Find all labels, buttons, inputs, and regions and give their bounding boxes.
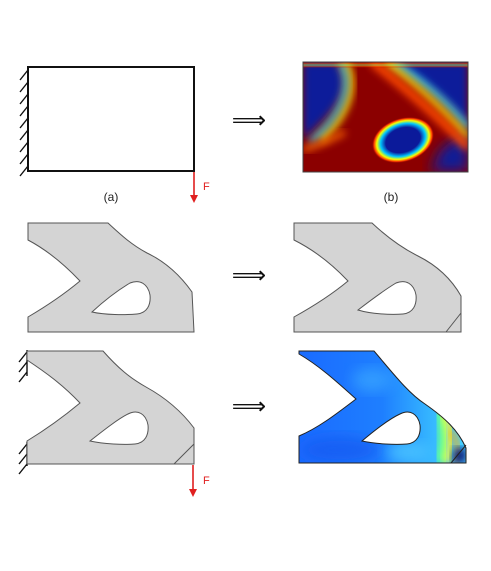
fixed-support-hatch-icon [18, 350, 28, 475]
extracted-hole [90, 281, 151, 316]
implies-arrow-icon: ⟹ [232, 106, 266, 134]
stress-hole [360, 411, 421, 445]
loaded-hole [88, 411, 149, 445]
force-arrow-icon [189, 465, 197, 497]
fixed-support-hatch-icon [19, 67, 29, 177]
panel-b-density-map: (b) [302, 61, 469, 204]
caption-b: (b) [384, 190, 399, 204]
panel-smoothed-shape [293, 222, 462, 333]
corner-cut-line [445, 312, 462, 333]
implies-arrow-icon: ⟹ [232, 261, 266, 289]
loaded-part [26, 350, 195, 465]
stress-part-outline [298, 350, 467, 464]
implies-arrow-icon: ⟹ [232, 392, 266, 420]
force-arrow-icon [190, 172, 198, 203]
force-label: F [203, 475, 210, 487]
panel-stress-map [298, 350, 467, 464]
corner-cut-line [173, 443, 195, 465]
caption-a: (a) [104, 190, 119, 204]
extracted-part [27, 222, 195, 333]
panel-boundary-conditions: F [18, 350, 210, 497]
force-label: F [203, 181, 210, 193]
smoothed-part [293, 222, 462, 333]
panel-extracted-shape [27, 222, 195, 333]
design-domain-rectangle [27, 66, 195, 172]
smoothed-hole [356, 281, 417, 315]
corner-cut-line [450, 444, 467, 464]
panel-a-design-domain: F (a) [19, 66, 210, 204]
